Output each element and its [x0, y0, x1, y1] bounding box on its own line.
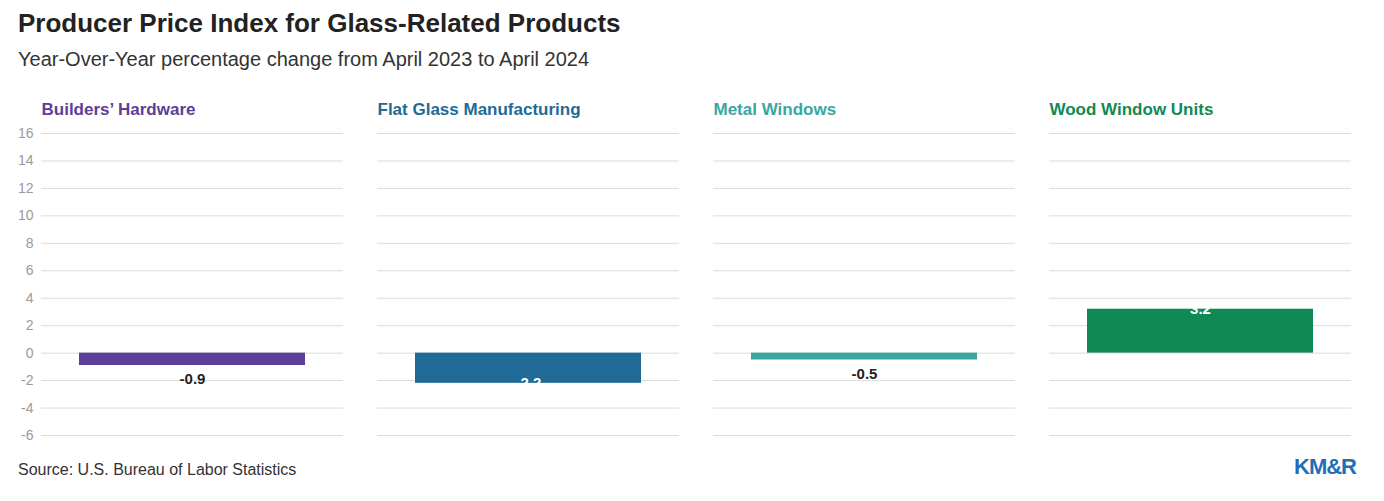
- html-text:Producer Price Index for Glass: Producer Price Index for Glass-Related P…: [18, 8, 621, 38]
- html-text:KM&R: KM&R: [1294, 454, 1356, 479]
- svg-text:12: 12: [18, 180, 34, 196]
- svg-text:8: 8: [26, 235, 34, 251]
- svg-text:Builders’ Hardware: Builders’ Hardware: [42, 100, 196, 119]
- svg-text:10: 10: [18, 207, 34, 223]
- svg-text:-4: -4: [21, 400, 34, 416]
- svg-text:Flat Glass Manufacturing: Flat Glass Manufacturing: [378, 100, 581, 119]
- html-text:Source: U.S. Bureau of Labor S: Source: U.S. Bureau of Labor Statistics: [18, 461, 297, 478]
- svg-text:Metal Windows: Metal Windows: [714, 100, 837, 119]
- svg-text:0: 0: [26, 345, 34, 361]
- svg-text:6: 6: [26, 262, 34, 278]
- svg-text:Wood Window Units: Wood Window Units: [1050, 100, 1214, 119]
- svg-text:3.2: 3.2: [1190, 300, 1211, 317]
- svg-text:4: 4: [26, 290, 34, 306]
- svg-text:-0.9: -0.9: [180, 370, 206, 387]
- svg-text:-6: -6: [21, 427, 34, 443]
- html-text:Year-Over-Year percentage chan: Year-Over-Year percentage change from Ap…: [18, 48, 590, 70]
- svg-text:2: 2: [26, 317, 34, 333]
- svg-text:14: 14: [18, 152, 34, 168]
- svg-text:-2.2: -2.2: [516, 374, 542, 391]
- svg-text:16: 16: [18, 125, 34, 141]
- svg-text:-2: -2: [21, 372, 34, 388]
- svg-text:-0.5: -0.5: [852, 365, 878, 382]
